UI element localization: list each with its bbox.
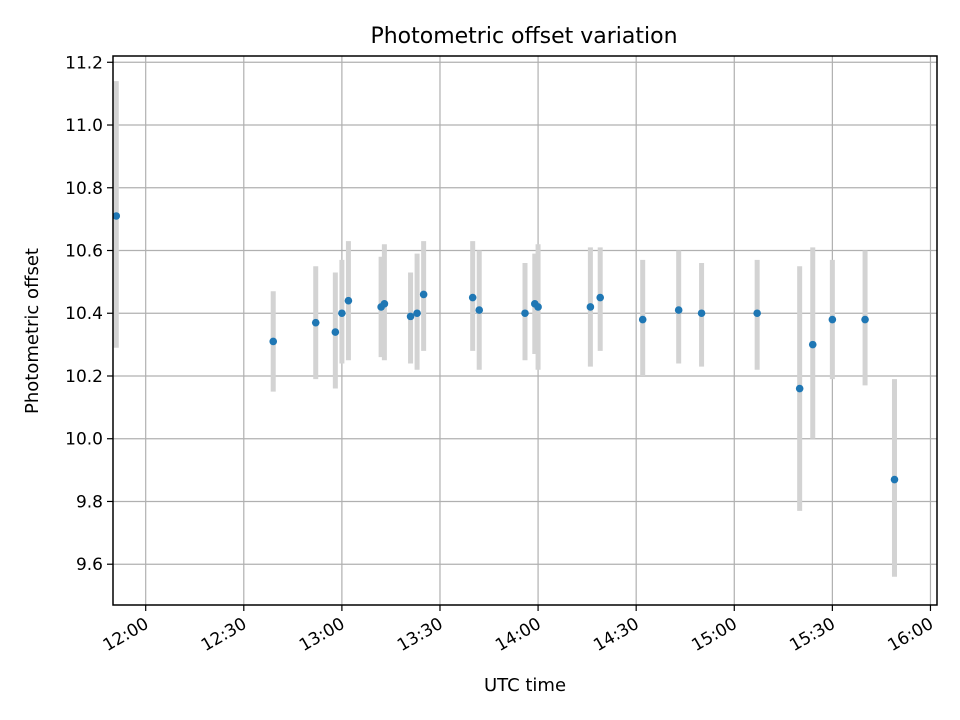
data-point bbox=[795, 384, 804, 393]
data-point bbox=[406, 312, 415, 321]
data-point bbox=[468, 293, 477, 302]
data-point bbox=[344, 296, 353, 305]
x-tick-label: 13:30 bbox=[394, 614, 446, 656]
y-tick-label: 9.6 bbox=[76, 555, 103, 575]
data-point bbox=[534, 303, 542, 311]
y-tick-label: 10.2 bbox=[65, 367, 103, 387]
data-point bbox=[338, 309, 346, 318]
y-tick-label: 10.6 bbox=[65, 242, 103, 262]
x-tick-label: 15:00 bbox=[688, 614, 740, 656]
x-axis-label: UTC time bbox=[484, 675, 566, 696]
data-point bbox=[311, 318, 320, 327]
data-point bbox=[269, 337, 278, 346]
data-point bbox=[596, 293, 605, 302]
x-tick-label: 13:00 bbox=[296, 614, 348, 656]
x-tick-label: 15:30 bbox=[786, 614, 838, 656]
x-tick-label: 12:00 bbox=[100, 614, 152, 656]
data-point bbox=[475, 306, 484, 314]
data-point bbox=[828, 315, 837, 324]
data-point bbox=[753, 309, 761, 318]
y-axis-ticks: 9.6 9.8 10.0 10.2 10.4 10.6 10.8 11.0 11.2 bbox=[65, 53, 113, 575]
data-point bbox=[808, 340, 817, 349]
data-point bbox=[890, 475, 899, 484]
y-tick-label: 9.8 bbox=[76, 492, 103, 512]
x-tick-label: 14:30 bbox=[590, 614, 642, 656]
data-point bbox=[413, 309, 421, 318]
y-tick-label: 10.0 bbox=[65, 430, 103, 450]
data-point bbox=[419, 290, 428, 299]
x-axis-ticks: 12:00 12:30 13:00 13:30 14:00 14:30 15:00 15:30… bbox=[100, 605, 937, 656]
y-tick-label: 10.4 bbox=[65, 304, 103, 324]
x-tick-label: 12:30 bbox=[198, 614, 250, 656]
plot-frame bbox=[112, 55, 938, 606]
x-tick-label: 16:00 bbox=[885, 614, 937, 656]
data-point bbox=[861, 315, 869, 324]
data-point bbox=[112, 212, 121, 220]
data-point bbox=[674, 306, 683, 314]
data-point bbox=[638, 315, 647, 324]
y-axis-label: Photometric offset bbox=[22, 248, 43, 414]
data-point bbox=[521, 309, 529, 318]
y-tick-label: 10.8 bbox=[65, 179, 103, 199]
data-point bbox=[331, 328, 340, 336]
data-points bbox=[112, 212, 899, 484]
data-point bbox=[380, 300, 389, 308]
data-point bbox=[586, 303, 595, 311]
chart-title: Photometric offset variation bbox=[370, 24, 677, 49]
data-point bbox=[697, 309, 706, 318]
y-tick-label: 11.2 bbox=[65, 53, 103, 73]
error-bars bbox=[113, 81, 897, 577]
x-tick-label: 14:00 bbox=[492, 614, 544, 656]
y-tick-label: 11.0 bbox=[65, 116, 103, 136]
